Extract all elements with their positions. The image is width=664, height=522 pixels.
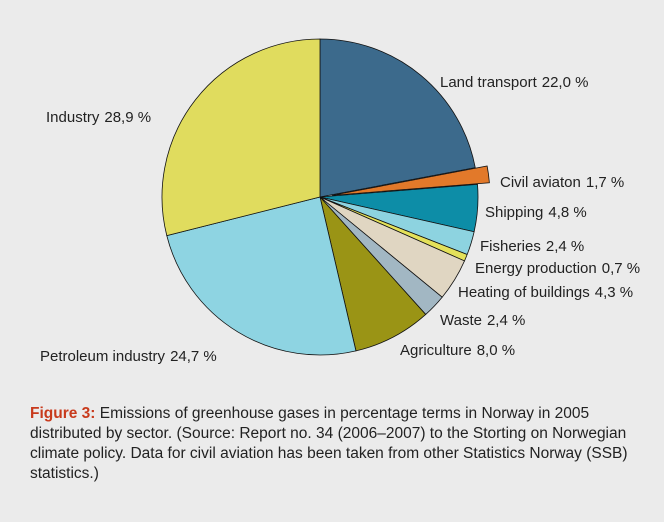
slice-label: Shipping 4,8 % — [485, 204, 587, 221]
value-label: 2,4 % — [546, 238, 584, 255]
value-label: 8,0 % — [477, 342, 515, 359]
caption: Figure 3: Emissions of greenhouse gases … — [30, 404, 640, 484]
pie-slice — [161, 38, 321, 237]
slice-label: Agriculture 8,0 % — [400, 342, 515, 359]
chart: Land transport 22,0 % Civil aviaton 1,7 % Sh… — [40, 38, 640, 365]
value-label: 2,4 % — [487, 312, 525, 329]
category-label: Energy production — [475, 260, 597, 277]
value-label: 28,9 % — [104, 109, 151, 126]
value-label: 4,3 % — [595, 284, 633, 301]
value-label: 24,7 % — [170, 348, 217, 365]
pie-slice — [319, 38, 476, 198]
value-label: 22,0 % — [542, 74, 589, 91]
category-label: Shipping — [485, 204, 543, 221]
category-label: Agriculture — [400, 342, 472, 359]
slice-label: Industry 28,9 % — [46, 109, 151, 126]
slice-label: Waste 2,4 % — [440, 312, 525, 329]
slice-label: Heating of buildings 4,3 % — [458, 284, 633, 301]
category-label: Petroleum industry — [40, 348, 166, 365]
slice-label: Civil aviaton 1,7 % — [500, 174, 624, 191]
slice-label: Petroleum industry 24,7 % — [40, 348, 217, 365]
category-label: Industry — [46, 109, 100, 126]
category-label: Heating of buildings — [458, 284, 590, 301]
pie-slice — [166, 196, 357, 356]
caption-label: Figure 3: — [30, 405, 96, 422]
category-label: Land transport — [440, 74, 538, 91]
slice-label: Land transport 22,0 % — [440, 74, 588, 91]
category-label: Waste — [440, 312, 482, 329]
slice-label: Fisheries 2,4 % — [480, 238, 584, 255]
value-label: 4,8 % — [548, 204, 586, 221]
category-label: Civil aviaton — [500, 174, 581, 191]
value-label: 1,7 % — [586, 174, 624, 191]
category-label: Fisheries — [480, 238, 541, 255]
value-label: 0,7 % — [602, 260, 640, 277]
pie-slice — [331, 165, 490, 196]
slice-label: Energy production 0,7 % — [475, 260, 640, 277]
caption-text: Emissions of greenhouse gases in percent… — [30, 405, 628, 482]
